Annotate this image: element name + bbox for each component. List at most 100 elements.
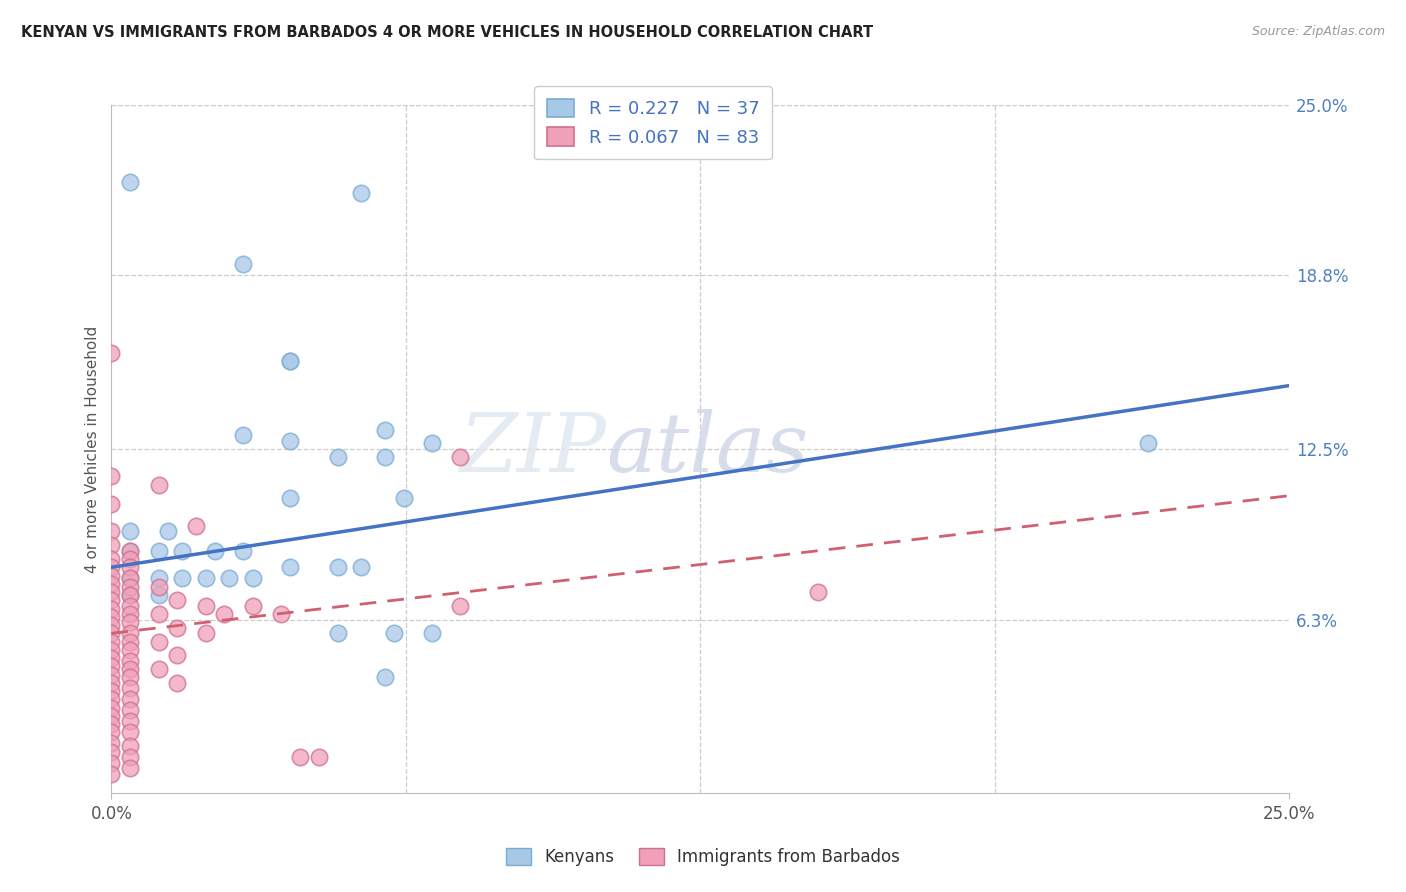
Legend: Kenyans, Immigrants from Barbados: Kenyans, Immigrants from Barbados <box>499 841 907 873</box>
Point <box>382 626 405 640</box>
Point <box>148 588 170 602</box>
Text: atlas: atlas <box>606 409 808 489</box>
Point <box>120 662 142 676</box>
Point <box>100 560 122 574</box>
Point <box>100 585 122 599</box>
Point <box>120 543 142 558</box>
Point <box>350 186 373 200</box>
Point <box>120 607 142 621</box>
Point <box>120 560 142 574</box>
Point <box>148 477 170 491</box>
Point <box>242 571 264 585</box>
Y-axis label: 4 or more Vehicles in Household: 4 or more Vehicles in Household <box>86 326 100 573</box>
Point <box>120 761 142 775</box>
Point <box>100 676 122 690</box>
Point <box>194 626 217 640</box>
Point <box>100 659 122 673</box>
Point <box>326 450 349 465</box>
Point <box>100 717 122 731</box>
Point <box>449 599 471 613</box>
Point <box>186 519 208 533</box>
Point <box>100 524 122 539</box>
Point <box>100 538 122 552</box>
Point <box>120 634 142 648</box>
Point <box>100 601 122 615</box>
Point <box>100 568 122 582</box>
Point <box>100 667 122 681</box>
Point <box>232 543 254 558</box>
Point <box>148 580 170 594</box>
Point <box>280 353 302 368</box>
Text: KENYAN VS IMMIGRANTS FROM BARBADOS 4 OR MORE VEHICLES IN HOUSEHOLD CORRELATION C: KENYAN VS IMMIGRANTS FROM BARBADOS 4 OR … <box>21 25 873 40</box>
Point <box>120 681 142 696</box>
Point <box>374 450 396 465</box>
Point <box>100 756 122 770</box>
Point <box>100 345 122 359</box>
Point <box>100 618 122 632</box>
Point <box>218 571 240 585</box>
Point <box>100 576 122 591</box>
Point <box>280 434 302 448</box>
Point <box>120 543 142 558</box>
Point <box>350 560 373 574</box>
Point <box>280 353 302 368</box>
Point <box>172 543 194 558</box>
Point <box>120 714 142 729</box>
Point <box>100 709 122 723</box>
Point <box>166 648 188 663</box>
Point <box>100 745 122 759</box>
Point <box>148 662 170 676</box>
Point <box>288 750 311 764</box>
Point <box>280 560 302 574</box>
Point <box>270 607 292 621</box>
Point <box>420 436 443 450</box>
Point <box>120 588 142 602</box>
Point <box>100 469 122 483</box>
Point <box>120 580 142 594</box>
Point <box>120 599 142 613</box>
Point <box>280 491 302 506</box>
Legend: R = 0.227   N = 37, R = 0.067   N = 83: R = 0.227 N = 37, R = 0.067 N = 83 <box>534 87 772 160</box>
Point <box>148 634 170 648</box>
Point <box>100 725 122 739</box>
Point <box>120 654 142 668</box>
Point <box>120 703 142 717</box>
Point <box>374 670 396 684</box>
Point <box>100 736 122 750</box>
Text: ZIP: ZIP <box>460 409 606 489</box>
Point <box>166 621 188 635</box>
Point <box>120 615 142 630</box>
Text: Source: ZipAtlas.com: Source: ZipAtlas.com <box>1251 25 1385 38</box>
Point <box>100 634 122 648</box>
Point <box>120 739 142 754</box>
Point <box>308 750 330 764</box>
Point <box>807 585 830 599</box>
Point <box>420 626 443 640</box>
Point <box>156 524 179 539</box>
Point <box>120 524 142 539</box>
Point <box>120 588 142 602</box>
Point <box>120 552 142 566</box>
Point <box>120 725 142 739</box>
Point <box>148 607 170 621</box>
Point <box>120 571 142 585</box>
Point <box>100 684 122 698</box>
Point <box>120 175 142 189</box>
Point <box>449 450 471 465</box>
Point <box>166 593 188 607</box>
Point <box>374 423 396 437</box>
Point <box>100 766 122 780</box>
Point <box>172 571 194 585</box>
Point <box>392 491 415 506</box>
Point <box>194 571 217 585</box>
Point <box>100 700 122 714</box>
Point <box>100 593 122 607</box>
Point <box>204 543 226 558</box>
Point <box>100 609 122 624</box>
Point <box>232 428 254 442</box>
Point <box>166 676 188 690</box>
Point <box>120 692 142 706</box>
Point <box>100 692 122 706</box>
Point <box>100 626 122 640</box>
Point <box>100 643 122 657</box>
